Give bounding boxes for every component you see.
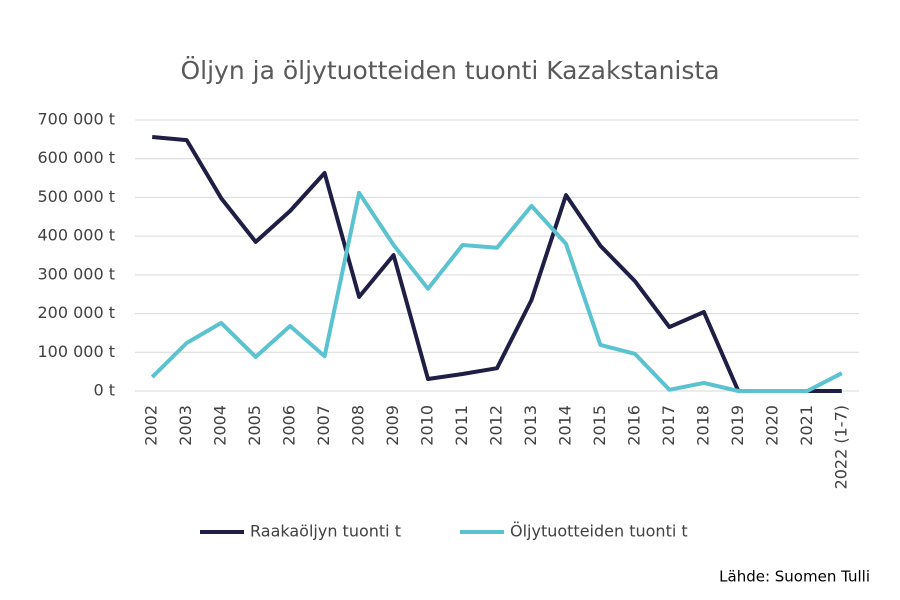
x-tick-label: 2016 [624,405,643,446]
chart-title: Öljyn ja öljytuotteiden tuonti Kazakstan… [180,56,719,85]
legend-label: Raakaöljyn tuonti t [250,522,401,541]
y-tick-label: 700 000 t [37,110,115,129]
y-tick-label: 400 000 t [37,226,115,245]
x-tick-label: 2003 [176,405,195,446]
legend-label: Öljytuotteiden tuonti t [510,522,688,541]
x-tick-label: 2011 [452,405,471,446]
y-tick-label: 300 000 t [37,264,115,283]
x-tick-label: 2002 [142,405,161,446]
x-tick-label: 2017 [659,405,678,446]
y-tick-label: 100 000 t [37,342,115,361]
x-tick-label: 2010 [418,405,437,446]
series-line [150,190,843,393]
y-tick-label: 200 000 t [37,303,115,322]
y-tick-label: 500 000 t [37,187,115,206]
y-tick-label: 600 000 t [37,148,115,167]
x-tick-label: 2019 [728,405,747,446]
x-tick-label: 2013 [521,405,540,446]
x-tick-label: 2004 [211,405,230,446]
x-tick-label: 2022 (1-7) [831,405,850,489]
x-tick-label: 2021 [797,405,816,446]
source-note: Lähde: Suomen Tulli [719,568,870,586]
x-tick-label: 2005 [245,405,264,446]
x-tick-label: 2006 [280,405,299,446]
x-tick-label: 2014 [555,405,574,446]
x-tick-label: 2009 [383,405,402,446]
x-tick-label: 2015 [590,405,609,446]
x-tick-label: 2007 [314,405,333,446]
x-tick-label: 2008 [349,405,368,446]
series-line [152,135,842,393]
y-tick-label: 0 t [93,381,115,400]
x-tick-label: 2012 [487,405,506,446]
x-tick-label: 2020 [762,405,781,446]
x-tick-label: 2018 [693,405,712,446]
